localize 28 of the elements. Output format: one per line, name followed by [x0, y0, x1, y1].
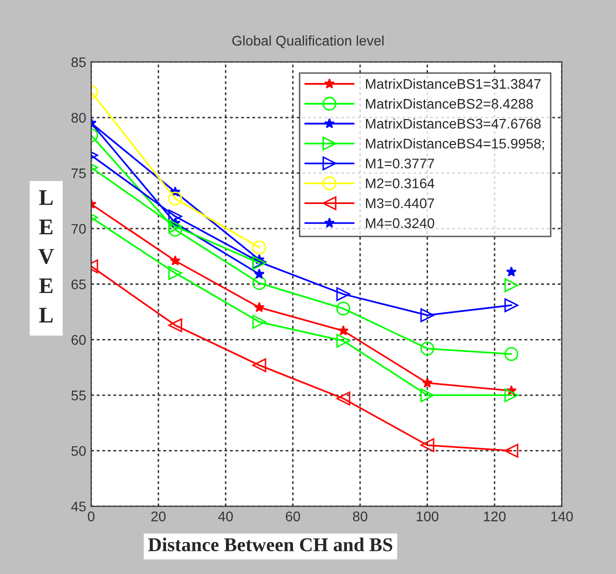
x-tick-label: 120: [484, 511, 506, 522]
y-tick-label: 45: [71, 502, 86, 512]
y-tick-label: 75: [72, 168, 86, 178]
chart-title: Global Qualification level: [232, 35, 384, 48]
legend-label: M1=0.3777: [366, 158, 434, 168]
y-tick-label: 60: [72, 335, 86, 345]
x-tick-label: 60: [286, 511, 300, 522]
y-tick-label: 70: [72, 224, 86, 234]
legend-label: MatrixDistanceBS4=15.9958;: [366, 138, 544, 150]
x-tick-label: 40: [218, 511, 233, 522]
x-tick-label: 140: [551, 511, 573, 522]
x-axis-title: Distance Between CH and BS: [148, 538, 392, 552]
legend-label: MatrixDistanceBS1=31.3847: [366, 78, 541, 89]
x-tick-label: 0: [88, 511, 94, 522]
legend-label: MatrixDistanceBS3=47.6768: [366, 118, 541, 129]
y-tick-label: 80: [71, 112, 86, 123]
x-tick-label: 20: [151, 511, 166, 522]
y-tick-label: 65: [72, 279, 86, 290]
x-tick-label: 80: [352, 511, 368, 522]
y-tick-label: 55: [71, 390, 86, 400]
legend-label: M2=0.3164: [366, 178, 434, 188]
y-tick-label: 50: [71, 446, 86, 456]
legend-label: MatrixDistanceBS2=8.4288: [366, 98, 533, 109]
x-tick-label: 100: [416, 511, 438, 522]
legend-label: M4=0.3240: [366, 218, 434, 228]
y-tick-label: 85: [71, 57, 86, 68]
y-axis-title: LEVEL: [38, 190, 54, 322]
legend-label: M3=0.4407: [366, 198, 434, 208]
